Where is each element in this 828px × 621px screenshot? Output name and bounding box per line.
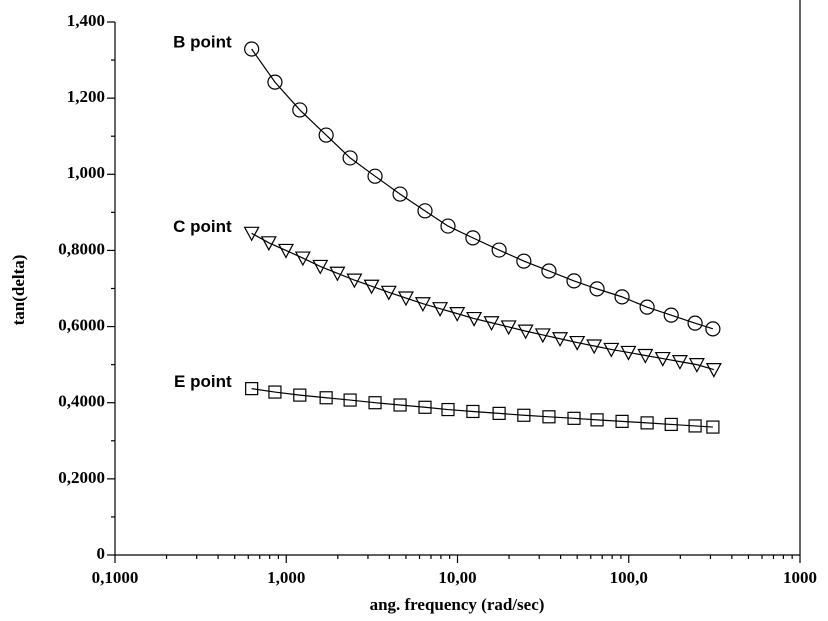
marker [277, 243, 294, 259]
marker [569, 335, 586, 351]
marker [466, 404, 480, 419]
series-label: E point [174, 372, 232, 391]
x-tick-label: 1000 [783, 568, 817, 587]
marker [586, 339, 603, 355]
marker [705, 321, 721, 337]
marker [500, 320, 517, 336]
series-line [251, 232, 715, 371]
marker [268, 385, 282, 399]
marker [244, 41, 260, 57]
x-tick-label: 10,00 [438, 568, 476, 587]
marker [705, 362, 722, 378]
y-tick-label: 0,8000 [58, 239, 105, 258]
marker [329, 266, 346, 282]
marker [380, 285, 397, 301]
y-tick-label: 1,200 [67, 87, 105, 106]
marker [614, 289, 630, 305]
marker [671, 354, 688, 370]
marker [318, 127, 334, 143]
marker [342, 150, 358, 166]
marker [688, 358, 705, 373]
marker [441, 402, 455, 417]
marker [516, 253, 532, 269]
marker [245, 382, 259, 396]
marker [449, 307, 466, 322]
marker [639, 299, 655, 315]
marker [418, 400, 432, 414]
marker [393, 398, 407, 412]
x-tick-label: 100,0 [610, 568, 648, 587]
y-tick-label: 1,400 [67, 11, 105, 30]
series-label: B point [173, 33, 232, 52]
marker [417, 203, 433, 219]
series-line [251, 48, 714, 330]
x-axis-title: ang. frequency (rad/sec) [370, 595, 545, 614]
series-label: C point [173, 217, 232, 236]
marker [517, 324, 534, 340]
marker [687, 315, 703, 331]
marker [552, 332, 569, 348]
marker [397, 291, 414, 307]
marker [343, 393, 357, 407]
marker [567, 411, 581, 425]
marker [566, 273, 582, 289]
marker [491, 242, 507, 258]
marker [640, 416, 654, 430]
marker [664, 417, 678, 432]
marker [260, 236, 277, 252]
marker [243, 226, 260, 242]
marker [620, 345, 637, 361]
x-tick-label: 1,000 [267, 568, 305, 587]
marker [542, 410, 556, 424]
marker [637, 348, 654, 364]
marker [292, 102, 308, 118]
marker [615, 414, 629, 428]
marker [346, 273, 363, 289]
marker [440, 218, 456, 234]
marker [367, 168, 383, 184]
marker [663, 307, 679, 323]
marker [492, 406, 506, 420]
marker [483, 316, 500, 332]
y-axis-title: tan(delta) [9, 255, 28, 326]
marker [465, 230, 481, 246]
marker [414, 297, 431, 312]
marker [706, 420, 720, 434]
y-tick-label: 0,6000 [58, 315, 105, 334]
marker [392, 186, 408, 202]
marker [267, 74, 283, 90]
y-tick-label: 0 [97, 544, 106, 563]
y-tick-label: 0,4000 [58, 392, 105, 411]
y-tick-label: 0,2000 [58, 468, 105, 487]
marker [294, 251, 311, 267]
marker [368, 396, 382, 410]
marker [534, 328, 551, 344]
marker [603, 342, 620, 358]
series-line [251, 388, 713, 428]
marker [293, 388, 307, 402]
x-tick-label: 0,1000 [92, 568, 139, 587]
marker [517, 408, 531, 422]
marker [688, 419, 702, 433]
marker [541, 263, 557, 279]
marker [466, 311, 483, 327]
marker [432, 302, 449, 317]
marker [589, 281, 605, 297]
marker [319, 391, 333, 405]
marker [363, 279, 380, 295]
y-tick-label: 1,000 [67, 163, 105, 182]
marker [654, 351, 671, 367]
marker [312, 259, 329, 275]
marker [590, 413, 604, 427]
